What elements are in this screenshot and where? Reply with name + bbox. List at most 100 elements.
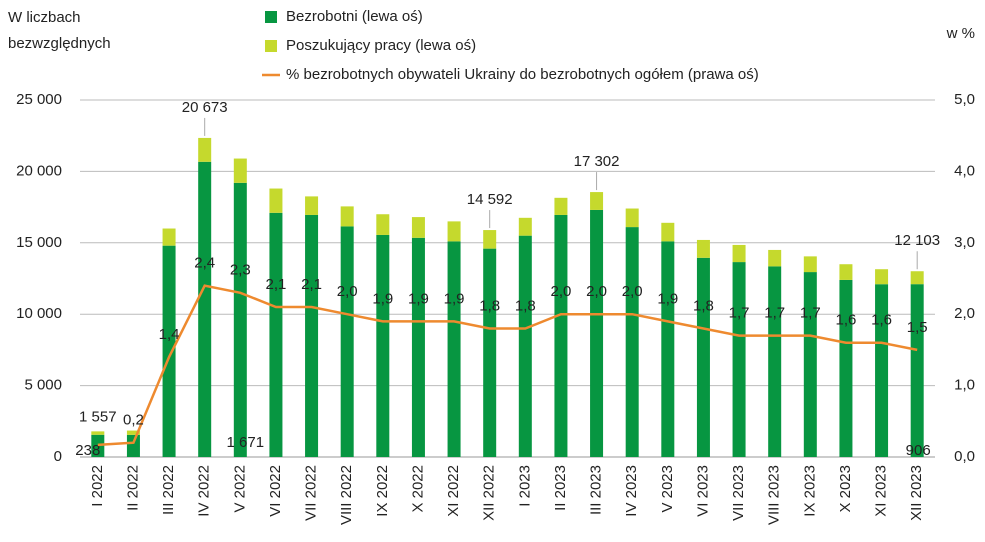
bar-segment [305, 196, 319, 215]
y2-tick-label: 2,0 [954, 305, 975, 322]
x-tick-label: III 2023 [588, 465, 605, 515]
line-value-label: 1,4 [159, 326, 180, 343]
x-tick-label: II 2022 [124, 465, 141, 511]
y-tick-label: 10 000 [16, 305, 62, 322]
y2-tick-label: 0,0 [954, 448, 975, 465]
bar-segment [483, 248, 497, 457]
bar-value-label: 20 673 [182, 99, 228, 116]
line-value-label: 2,0 [622, 283, 643, 300]
x-tick-label: IX 2022 [374, 465, 391, 517]
y-tick-label: 15 000 [16, 234, 62, 251]
bar-segment [269, 188, 283, 213]
bar-segment [126, 434, 140, 457]
line-value-label: 1,9 [372, 290, 393, 307]
x-tick-label: IV 2022 [196, 465, 213, 517]
x-tick-label: IV 2023 [623, 465, 640, 517]
x-tick-label: VIII 2022 [338, 465, 355, 525]
bar-value-label: 238 [75, 442, 100, 459]
bar-segment [162, 245, 176, 457]
line-value-label: 1,7 [764, 305, 785, 322]
bar-segment [340, 226, 354, 457]
x-tick-label: VII 2023 [730, 465, 747, 521]
x-tick-label: VI 2022 [267, 465, 284, 517]
left-axis-title: W liczbach [8, 9, 81, 26]
bar-segment [625, 208, 639, 228]
left-axis-title: bezwzględnych [8, 35, 111, 52]
line-value-label: 2,3 [230, 262, 251, 279]
line-value-label: 1,9 [444, 290, 465, 307]
bar-value-label: 17 302 [574, 153, 620, 170]
x-tick-label: V 2022 [231, 465, 248, 513]
y-tick-label: 0 [54, 448, 62, 465]
line-value-label: 2,4 [194, 255, 215, 272]
bar-segment [126, 430, 140, 435]
bar-value-label: 12 103 [894, 232, 940, 249]
y2-tick-label: 5,0 [954, 91, 975, 108]
bar-segment [696, 239, 710, 258]
right-axis-title: w % [946, 25, 975, 42]
x-tick-label: VIII 2023 [766, 465, 783, 525]
bar-segment [875, 284, 889, 457]
x-tick-label: II 2023 [552, 465, 569, 511]
bar-segment [910, 284, 924, 457]
bar-segment [340, 206, 354, 227]
bar-segment [483, 230, 497, 249]
line-value-label: 1,9 [657, 290, 678, 307]
bar-segment [732, 244, 746, 263]
bar-segment [803, 272, 817, 457]
bar-segment [233, 158, 247, 183]
line-value-label: 2,0 [586, 283, 607, 300]
bar-segment [590, 192, 604, 210]
line-value-label: 1,9 [408, 290, 429, 307]
bar-segment [305, 214, 319, 457]
bar-value-label: 1 557 [79, 408, 117, 425]
bar-segment [376, 234, 390, 457]
x-tick-label: IX 2023 [801, 465, 818, 517]
line-value-label: 1,5 [907, 319, 928, 336]
legend-label: Bezrobotni (lewa oś) [286, 8, 423, 25]
line-value-label: 1,8 [693, 297, 714, 314]
bar-segment [661, 241, 675, 457]
y2-tick-label: 4,0 [954, 162, 975, 179]
bar-segment [803, 256, 817, 273]
x-tick-label: XII 2022 [481, 465, 498, 521]
x-tick-label: XI 2023 [873, 465, 890, 517]
bar-segment [411, 237, 425, 457]
legend-label: % bezrobotnych obywateli Ukrainy do bezr… [286, 66, 759, 83]
line-value-label: 1,7 [729, 305, 750, 322]
line-value-label: 0,2 [123, 412, 144, 429]
bar-segment [768, 266, 782, 457]
x-tick-label: XII 2023 [908, 465, 925, 521]
y-tick-label: 5 000 [24, 377, 62, 394]
x-tick-label: VII 2022 [303, 465, 320, 521]
bar-segment [768, 249, 782, 267]
bar-segment [411, 217, 425, 238]
bar-segment [518, 217, 532, 236]
line-value-label: 2,1 [266, 276, 287, 293]
x-tick-label: I 2022 [89, 465, 106, 507]
bar-segment [198, 137, 212, 162]
legend-swatch [265, 40, 277, 52]
line-value-label: 1,7 [800, 305, 821, 322]
bar-segment [91, 431, 105, 435]
legend-label: Poszukujący pracy (lewa oś) [286, 37, 476, 54]
line-value-label: 2,1 [301, 276, 322, 293]
bar-segment [269, 212, 283, 457]
y2-tick-label: 3,0 [954, 234, 975, 251]
bar-value-label: 1 671 [227, 434, 265, 451]
line-value-label: 2,0 [337, 283, 358, 300]
bar-segment [198, 161, 212, 458]
line-value-label: 1,8 [515, 297, 536, 314]
bar-value-label: 14 592 [467, 191, 513, 208]
bar-segment [910, 271, 924, 285]
bar-segment [839, 264, 853, 280]
bar-segment [875, 269, 889, 285]
line-value-label: 2,0 [551, 283, 572, 300]
bar-segment [376, 214, 390, 235]
bar-segment [91, 434, 105, 457]
line-value-label: 1,8 [479, 297, 500, 314]
line-value-label: 1,6 [871, 312, 892, 329]
x-tick-label: V 2023 [659, 465, 676, 513]
bar-value-label: 906 [906, 442, 931, 459]
